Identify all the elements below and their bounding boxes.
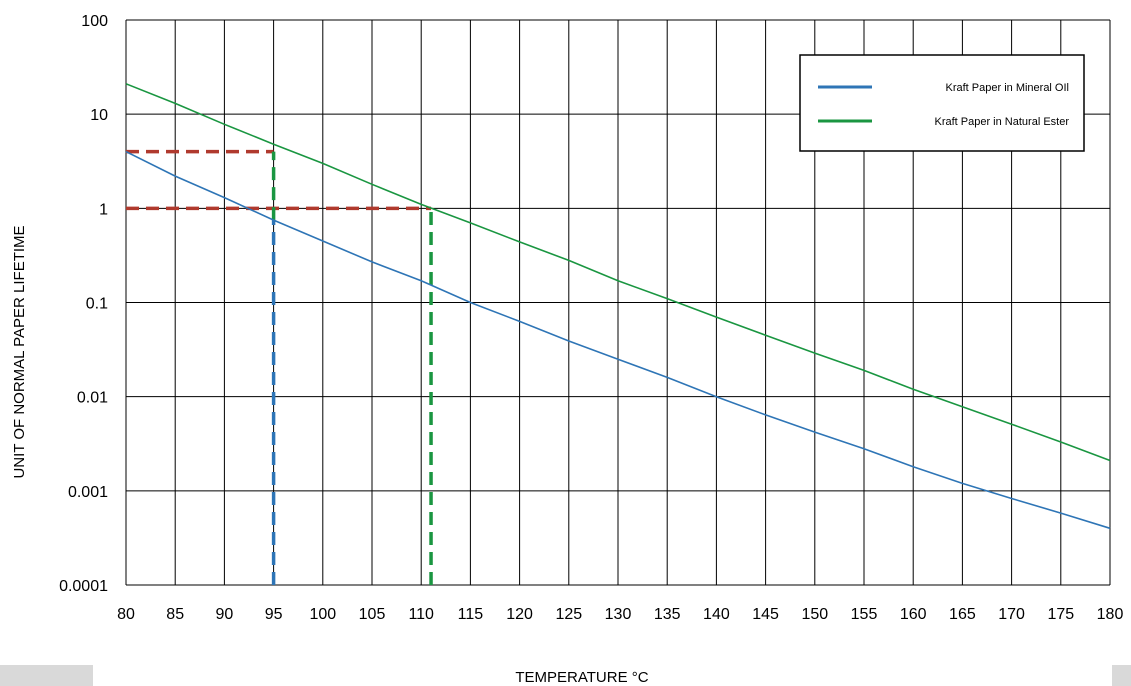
x-tick-label: 80 <box>117 606 135 623</box>
x-tick-label: 160 <box>900 606 927 623</box>
x-tick-label: 135 <box>654 606 681 623</box>
x-tick-label: 100 <box>309 606 336 623</box>
y-axis-title: UNIT OF NORMAL PAPER LIFETIME <box>11 225 28 478</box>
x-tick-label: 120 <box>506 606 533 623</box>
x-tick-label: 110 <box>408 606 434 623</box>
x-tick-label: 145 <box>752 606 779 623</box>
x-tick-label: 105 <box>359 606 386 623</box>
y-tick-label: 0.1 <box>86 296 108 313</box>
grid-lines <box>125 19 1111 586</box>
x-tick-label: 180 <box>1097 606 1124 623</box>
x-tick-label: 95 <box>265 606 283 623</box>
y-tick-label: 0.01 <box>77 390 108 407</box>
corner-block-left <box>0 665 93 686</box>
x-tick-label: 155 <box>851 606 878 623</box>
y-tick-label: 0.0001 <box>59 578 108 595</box>
reference-lines <box>126 149 433 585</box>
x-tick-label: 125 <box>555 606 582 623</box>
x-tick-labels: 80 85 90 95 100 105 110 115 120 125 130 135 140 145 15… <box>117 606 1123 623</box>
x-tick-label: 85 <box>166 606 184 623</box>
x-tick-label: 140 <box>703 606 730 623</box>
x-tick-label: 150 <box>801 606 828 623</box>
y-tick-label: 0.001 <box>68 484 108 501</box>
y-tick-label: 1 <box>99 201 108 218</box>
x-tick-label: 130 <box>605 606 632 623</box>
series-line-1 <box>125 83 1111 462</box>
x-axis-title: TEMPERATURE °C <box>515 669 648 686</box>
y-tick-label: 10 <box>90 107 108 124</box>
legend-label-mineral-oil: Kraft Paper in Mineral OIl <box>946 82 1070 94</box>
x-tick-label: 165 <box>949 606 976 623</box>
y-tick-labels: 100 10 1 0.1 0.01 0.001 0.0001 <box>59 13 108 595</box>
corner-block-right <box>1112 665 1131 686</box>
x-tick-label: 170 <box>998 606 1025 623</box>
x-tick-label: 115 <box>458 606 484 623</box>
legend-box <box>799 54 1085 152</box>
y-tick-label: 100 <box>81 13 108 30</box>
series-line-0 <box>125 150 1111 530</box>
x-tick-label: 90 <box>216 606 234 623</box>
legend-label-natural-ester: Kraft Paper in Natural Ester <box>934 116 1069 128</box>
x-tick-label: 175 <box>1047 606 1074 623</box>
legend: Kraft Paper in Mineral OIl Kraft Paper i… <box>799 54 1085 152</box>
series-lines <box>125 83 1111 530</box>
